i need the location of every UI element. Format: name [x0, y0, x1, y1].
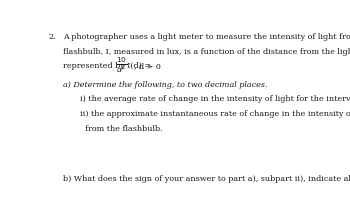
Text: a) Determine the following, to two decimal places.: a) Determine the following, to two decim…	[63, 81, 268, 89]
Text: , d > 0: , d > 0	[134, 62, 161, 71]
Text: A photographer uses a light meter to measure the intensity of light from a flash: A photographer uses a light meter to mea…	[63, 33, 350, 41]
Text: i) the average rate of change in the intensity of light for the interval [1, 3]: i) the average rate of change in the int…	[80, 95, 350, 103]
Text: $\frac{10}{d^2}$: $\frac{10}{d^2}$	[117, 55, 128, 75]
Text: from the flashbulb.: from the flashbulb.	[85, 125, 163, 133]
Text: b) What does the sign of your answer to part a), subpart ii), indicate about the: b) What does the sign of your answer to …	[63, 175, 350, 183]
Text: represented by I(d) =: represented by I(d) =	[63, 62, 154, 71]
Text: flashbulb, I, measured in lux, is a function of the distance from the light, d, : flashbulb, I, measured in lux, is a func…	[63, 48, 350, 56]
Text: 2.: 2.	[49, 33, 56, 41]
Text: ii) the approximate instantaneous rate of change in the intensity of light at ex: ii) the approximate instantaneous rate o…	[80, 110, 350, 118]
